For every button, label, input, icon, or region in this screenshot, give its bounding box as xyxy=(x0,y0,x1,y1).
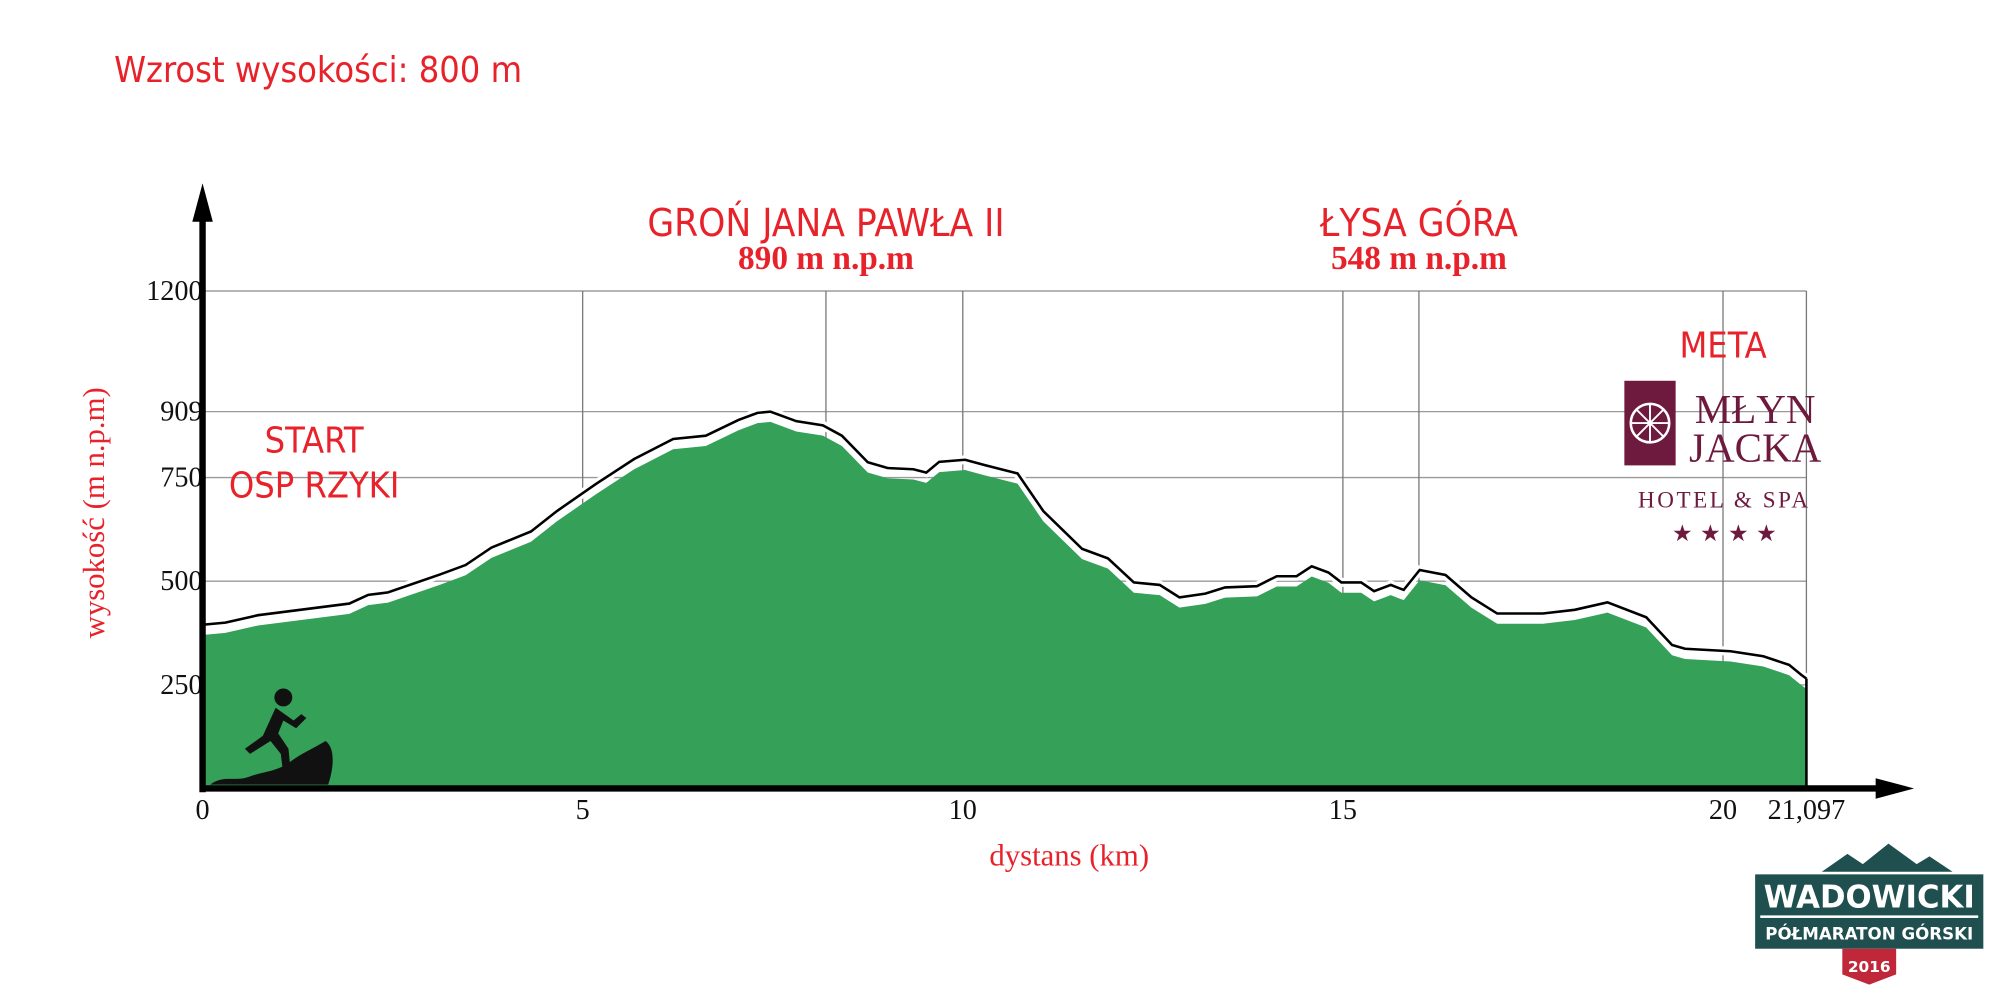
logo-badge xyxy=(1842,948,1897,985)
runner-rock xyxy=(210,741,333,785)
x-tick-label: 5 xyxy=(576,795,590,826)
y-axis-label: wysokość (m n.p.m) xyxy=(77,387,111,638)
logo-name: JACKA xyxy=(1689,425,1822,471)
runner-body xyxy=(244,707,307,775)
start-place: OSP RZYKI xyxy=(229,465,400,506)
logo-band xyxy=(1755,874,1984,949)
logo-spokes xyxy=(1630,403,1670,443)
finish-label: META xyxy=(1679,326,1766,367)
plot-over: 250 500 750 909 1200 0 5 10 15 20 21,097 GROŃ JANA … xyxy=(146,199,1845,826)
peak-name: GROŃ JANA PAWŁA II xyxy=(647,199,1004,246)
x-axis-arrow xyxy=(1875,778,1915,799)
logo-sub: HOTEL & SPA xyxy=(1638,487,1811,513)
logo-name: MŁYN xyxy=(1695,386,1816,432)
y-tick-label: 909 xyxy=(160,397,202,428)
peak-name: ŁYSA GÓRA xyxy=(1319,199,1518,246)
event-logo: WADOWICKI PÓŁMARATON GÓRSKI 2016 xyxy=(1755,843,1984,985)
runner-icon xyxy=(210,688,333,785)
x-axis-label: dystans (km) xyxy=(989,838,1149,872)
runner-head xyxy=(274,688,293,707)
y-tick-label: 250 xyxy=(160,670,202,701)
x-tick-label: 20 xyxy=(1709,795,1737,826)
logo-mountains xyxy=(1821,843,1953,872)
x-tick-label: 10 xyxy=(949,795,977,826)
y-tick-label: 500 xyxy=(160,566,202,597)
chart-title: Wzrost wysokości: 800 m xyxy=(114,50,522,91)
x-tick-label: 0 xyxy=(196,795,210,826)
logo-name: WADOWICKI xyxy=(1764,880,1975,916)
logo-rule xyxy=(1760,915,1979,918)
y-axis-arrow xyxy=(192,183,213,222)
elevation-area xyxy=(202,421,1807,789)
peak-elevation: 890 m n.p.m xyxy=(738,240,914,277)
elevation-line xyxy=(202,410,1808,680)
y-tick-label: 1200 xyxy=(146,276,202,307)
x-tick-label: 21,097 xyxy=(1768,795,1846,826)
logo-year: 2016 xyxy=(1848,958,1891,976)
start-label: START xyxy=(265,421,364,462)
logo-stars: ★ ★ ★ ★ xyxy=(1672,521,1777,547)
peak-elevation: 548 m n.p.m xyxy=(1331,240,1507,277)
y-tick-label: 750 xyxy=(160,463,202,494)
sponsor-logo: MŁYN JACKA HOTEL & SPA ★ ★ ★ ★ xyxy=(1624,380,1822,547)
x-tick-label: 15 xyxy=(1329,795,1357,826)
logo-sub: PÓŁMARATON GÓRSKI xyxy=(1765,925,1973,944)
plot-under xyxy=(202,290,1810,789)
